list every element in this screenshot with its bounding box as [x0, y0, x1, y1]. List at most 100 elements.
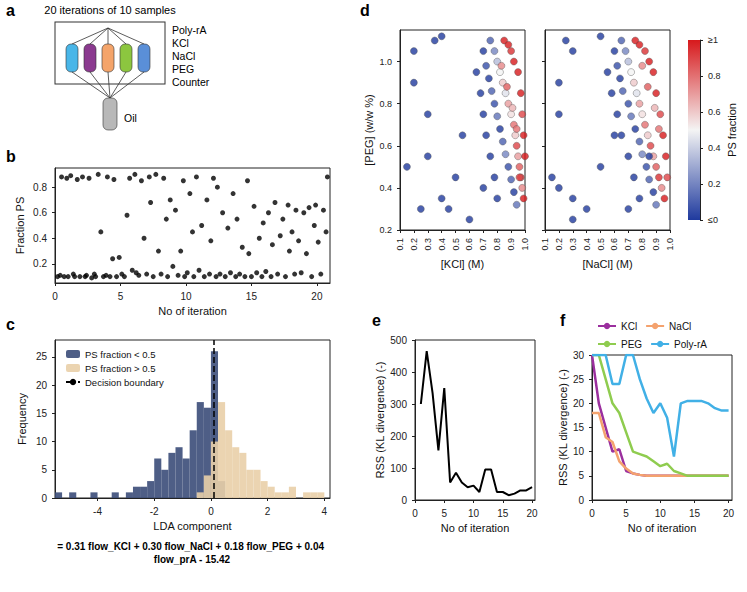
svg-text:25: 25 — [573, 374, 585, 385]
svg-text:flow_prA - 15.42: flow_prA - 15.42 — [154, 554, 231, 565]
svg-text:0.6: 0.6 — [464, 238, 474, 251]
svg-text:0.1: 0.1 — [540, 238, 550, 251]
svg-text:100: 100 — [390, 463, 407, 474]
svg-text:0: 0 — [412, 508, 418, 519]
svg-text:300: 300 — [390, 399, 407, 410]
svg-text:20: 20 — [311, 291, 323, 302]
svg-text:0.4: 0.4 — [708, 143, 721, 153]
svg-text:0.4: 0.4 — [379, 183, 392, 193]
svg-text:0.2: 0.2 — [708, 179, 721, 189]
svg-text:[NaCl] (M): [NaCl] (M) — [582, 258, 632, 270]
svg-text:10: 10 — [180, 291, 192, 302]
svg-text:0.5: 0.5 — [451, 238, 461, 251]
svg-text:15: 15 — [573, 422, 585, 433]
svg-text:NaCl: NaCl — [172, 50, 195, 62]
svg-text:20 iterations of 10 samples: 20 iterations of 10 samples — [44, 4, 176, 16]
svg-text:RSS (KL divergence) (-): RSS (KL divergence) (-) — [374, 362, 386, 479]
svg-text:10: 10 — [573, 446, 585, 457]
svg-text:0.4: 0.4 — [582, 238, 592, 251]
svg-text:f: f — [560, 312, 566, 329]
svg-text:200: 200 — [390, 431, 407, 442]
svg-text:2: 2 — [265, 506, 271, 517]
svg-text:0.6: 0.6 — [33, 207, 47, 218]
svg-text:25: 25 — [36, 351, 48, 362]
svg-text:0.8: 0.8 — [637, 238, 647, 251]
svg-text:0.1: 0.1 — [395, 238, 405, 251]
svg-text:0.3: 0.3 — [568, 238, 578, 251]
svg-text:10: 10 — [655, 508, 667, 519]
svg-text:0.5: 0.5 — [596, 238, 606, 251]
svg-text:15: 15 — [246, 291, 258, 302]
svg-text:PS fraction < 0.5: PS fraction < 0.5 — [85, 349, 156, 360]
svg-text:0: 0 — [589, 508, 595, 519]
svg-text:0.8: 0.8 — [379, 99, 392, 109]
svg-text:20: 20 — [573, 398, 585, 409]
svg-text:0.9: 0.9 — [651, 238, 661, 251]
svg-text:0.2: 0.2 — [379, 225, 392, 235]
svg-text:e: e — [372, 312, 381, 329]
svg-text:Fraction PS: Fraction PS — [14, 197, 26, 254]
svg-text:15: 15 — [689, 508, 701, 519]
svg-text:Oil: Oil — [124, 112, 137, 124]
svg-text:0.2: 0.2 — [409, 238, 419, 251]
svg-text:0.7: 0.7 — [623, 238, 633, 251]
svg-text:4: 4 — [322, 506, 328, 517]
svg-text:0.6: 0.6 — [379, 141, 392, 151]
svg-text:LDA component: LDA component — [153, 520, 231, 532]
svg-text:0.8: 0.8 — [33, 182, 47, 193]
svg-text:0: 0 — [401, 495, 407, 506]
svg-text:b: b — [6, 148, 16, 165]
svg-text:5: 5 — [441, 508, 447, 519]
svg-text:No of iteration: No of iteration — [628, 522, 696, 534]
svg-text:5: 5 — [41, 464, 47, 475]
svg-text:c: c — [6, 316, 15, 333]
svg-text:Frequency: Frequency — [16, 393, 28, 445]
svg-text:PEG: PEG — [172, 63, 194, 75]
svg-text:15: 15 — [36, 408, 48, 419]
svg-text:0: 0 — [41, 493, 47, 504]
svg-text:0.2: 0.2 — [33, 258, 47, 269]
svg-text:20: 20 — [723, 508, 735, 519]
svg-text:[KCl] (M): [KCl] (M) — [441, 258, 484, 270]
svg-text:[PEG] (w/w %): [PEG] (w/w %) — [363, 94, 375, 166]
svg-text:PEG: PEG — [621, 339, 642, 350]
svg-text:10: 10 — [468, 508, 480, 519]
svg-text:= 0.31 flow_KCl + 0.30 flow_Na: = 0.31 flow_KCl + 0.30 flow_NaCl + 0.18 … — [57, 541, 327, 552]
svg-text:≥1: ≥1 — [708, 35, 718, 45]
svg-text:0.8: 0.8 — [708, 71, 721, 81]
svg-text:20: 20 — [527, 508, 539, 519]
svg-text:RSS (KL divergence) (-): RSS (KL divergence) (-) — [557, 369, 569, 486]
svg-text:0: 0 — [208, 506, 214, 517]
svg-text:Poly-rA: Poly-rA — [172, 24, 206, 36]
svg-text:0: 0 — [52, 291, 58, 302]
svg-text:a: a — [6, 2, 15, 19]
svg-text:0.4: 0.4 — [33, 233, 47, 244]
svg-text:0.9: 0.9 — [506, 238, 516, 251]
svg-text:0.2: 0.2 — [554, 238, 564, 251]
svg-text:400: 400 — [390, 367, 407, 378]
svg-text:Poly-rA: Poly-rA — [674, 339, 707, 350]
svg-text:15: 15 — [497, 508, 509, 519]
svg-text:1.0: 1.0 — [379, 57, 392, 67]
svg-text:10: 10 — [36, 436, 48, 447]
svg-text:PS fraction: PS fraction — [726, 103, 738, 157]
svg-text:5: 5 — [578, 470, 584, 481]
svg-text:No of iteration: No of iteration — [158, 305, 226, 317]
svg-text:1.0: 1.0 — [665, 238, 675, 251]
svg-text:≤0: ≤0 — [708, 215, 718, 225]
svg-text:5: 5 — [623, 508, 629, 519]
svg-text:PS fraction > 0.5: PS fraction > 0.5 — [85, 363, 156, 374]
svg-text:0.3: 0.3 — [423, 238, 433, 251]
svg-text:0.6: 0.6 — [708, 107, 721, 117]
svg-text:0: 0 — [578, 495, 584, 506]
svg-text:0.8: 0.8 — [492, 238, 502, 251]
svg-text:30: 30 — [573, 350, 585, 361]
svg-text:-2: -2 — [150, 506, 159, 517]
svg-text:0.6: 0.6 — [609, 238, 619, 251]
svg-text:Counter: Counter — [172, 76, 210, 88]
svg-text:5: 5 — [118, 291, 124, 302]
svg-text:1.0: 1.0 — [520, 238, 530, 251]
svg-text:-4: -4 — [93, 506, 102, 517]
svg-text:Decision boundary: Decision boundary — [85, 377, 164, 388]
svg-text:NaCl: NaCl — [669, 321, 691, 332]
